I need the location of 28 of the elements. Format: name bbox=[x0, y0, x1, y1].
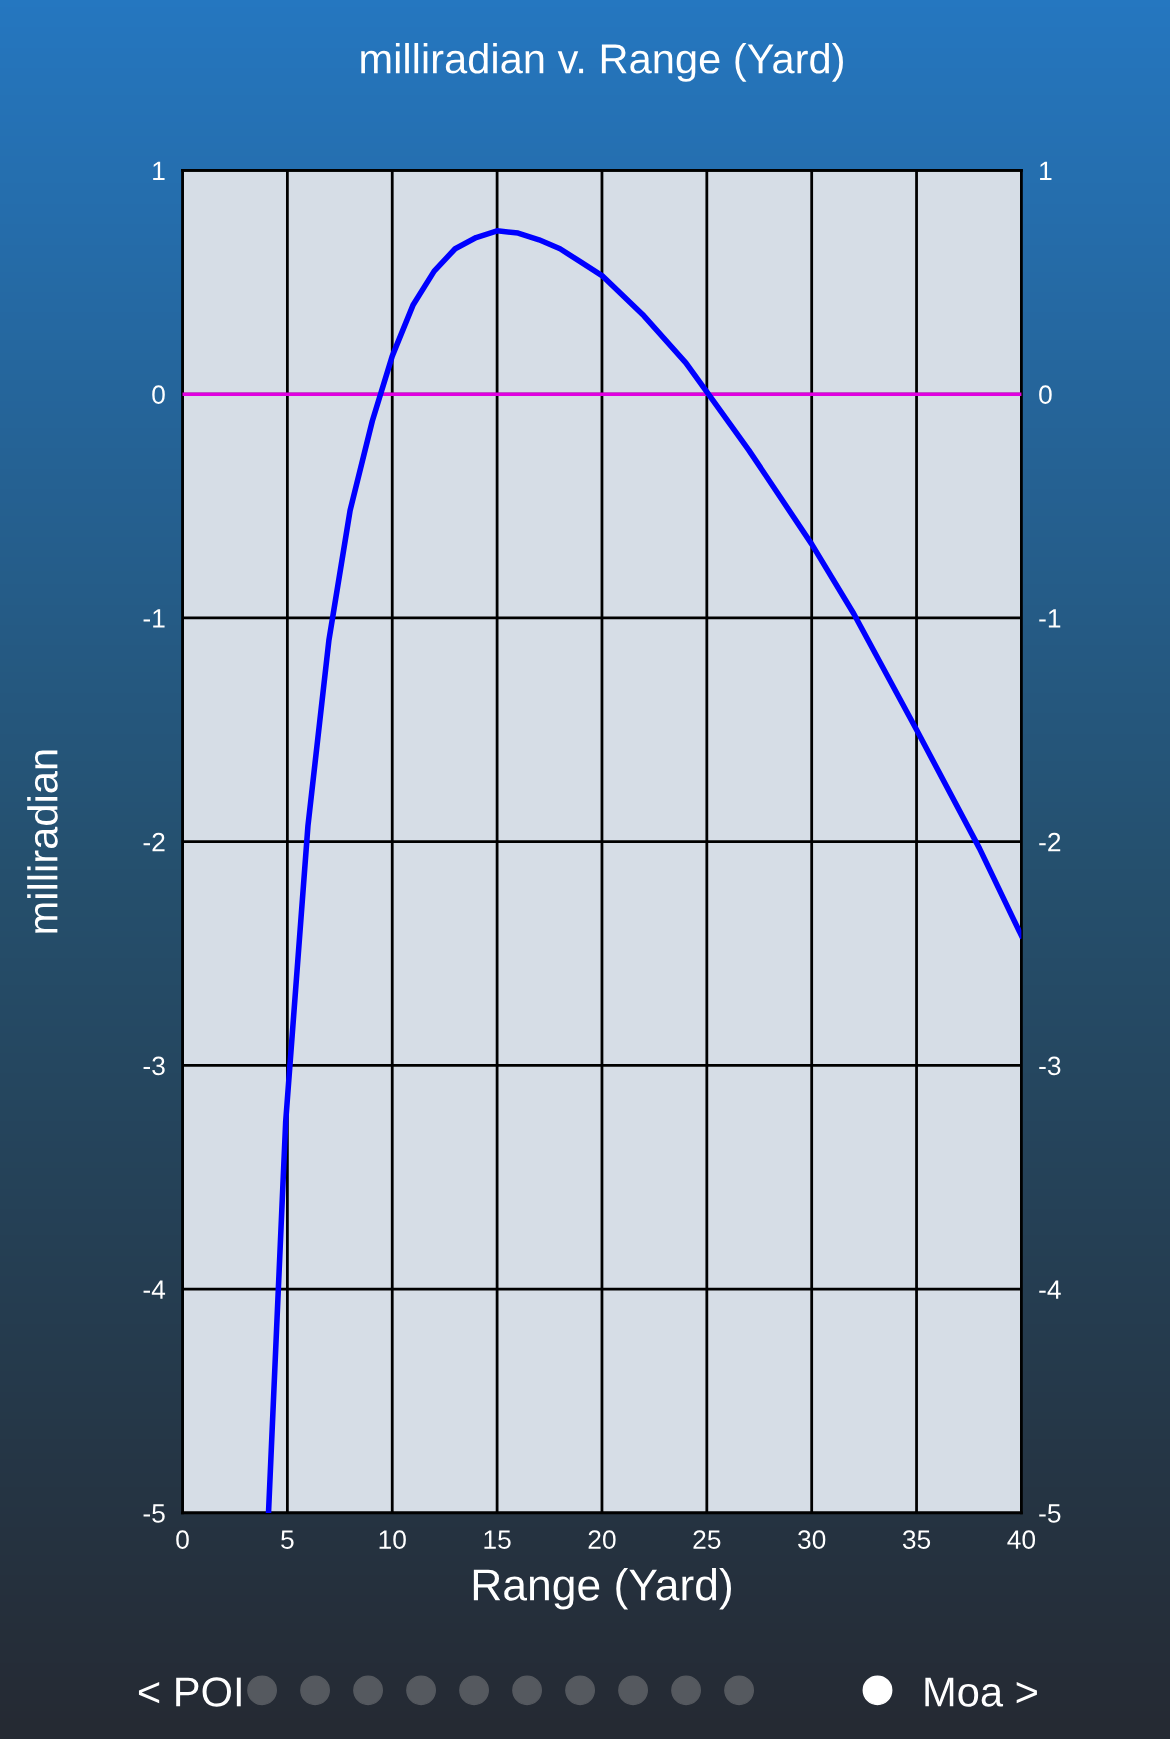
y2-tick-label: -1 bbox=[1039, 609, 1061, 628]
x-tick-label: 20 bbox=[588, 1530, 616, 1549]
y-tick-label: -2 bbox=[143, 832, 165, 852]
y-axis-title: milliradian bbox=[27, 750, 58, 933]
y2-tick-label: -3 bbox=[1039, 1056, 1061, 1076]
x-axis-title: Range (Yard) bbox=[473, 1568, 731, 1610]
y-tick-label: -1 bbox=[143, 609, 165, 628]
y-tick-label: 0 bbox=[152, 385, 165, 404]
y2-tick-label: -5 bbox=[1039, 1504, 1061, 1523]
y2-tick-label: -4 bbox=[1039, 1280, 1061, 1299]
x-tick-label: 25 bbox=[693, 1530, 721, 1549]
x-tick-label: 5 bbox=[281, 1530, 294, 1549]
y2-tick-label: -2 bbox=[1039, 832, 1061, 852]
text: Moa > bbox=[925, 1677, 1037, 1707]
x-tick-label: 15 bbox=[484, 1530, 511, 1549]
x-tick-label: 0 bbox=[176, 1530, 189, 1549]
x-tick-label: 35 bbox=[902, 1530, 931, 1549]
y-tick-label: -4 bbox=[143, 1280, 166, 1299]
x-tick-label: 30 bbox=[798, 1530, 826, 1549]
y-tick-label: 1 bbox=[153, 161, 165, 180]
y2-tick-label: 0 bbox=[1039, 385, 1052, 404]
x-tick-label: 40 bbox=[1007, 1530, 1036, 1549]
text: < POI bbox=[138, 1677, 241, 1707]
chart-title: milliradian v. Range (Yard) bbox=[361, 43, 843, 82]
y-tick-label: -3 bbox=[143, 1056, 165, 1076]
x-tick-label: 10 bbox=[379, 1530, 406, 1549]
y-tick-label: -5 bbox=[143, 1504, 165, 1523]
y2-tick-label: 1 bbox=[1040, 161, 1052, 180]
